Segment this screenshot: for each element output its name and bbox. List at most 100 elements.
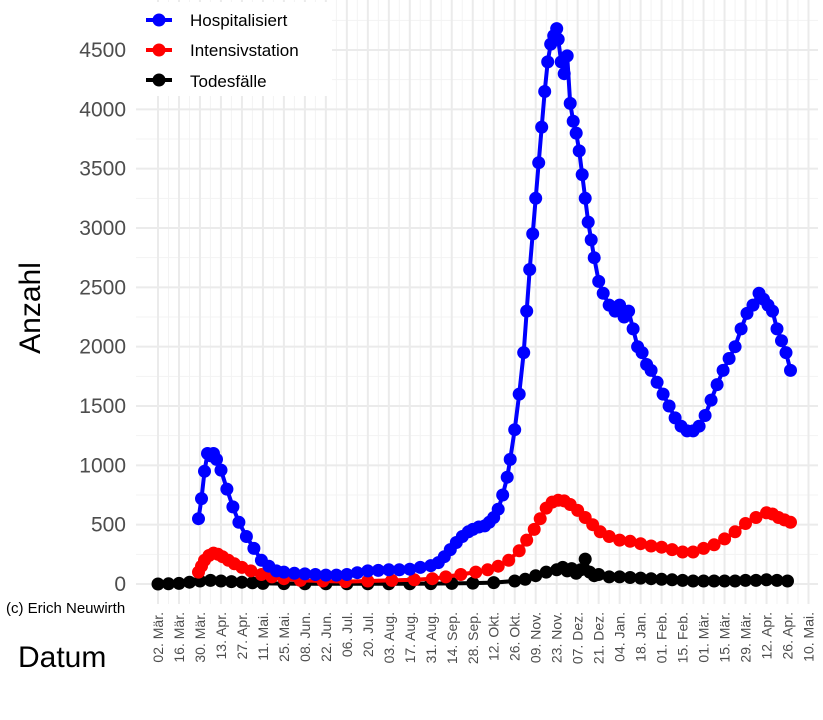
x-tick-label: 15. Mär. <box>717 612 733 663</box>
data-point-todesf-lle <box>214 574 228 588</box>
data-point-todesf-lle <box>686 574 700 588</box>
data-point-hospitalisiert <box>784 363 797 377</box>
data-point-hospitalisiert <box>520 304 534 318</box>
data-point-hospitalisiert <box>192 512 205 526</box>
data-point-hospitalisiert <box>770 322 784 336</box>
data-point-hospitalisiert <box>329 568 343 582</box>
data-point-todesf-lle <box>592 568 606 581</box>
data-point-hospitalisiert <box>656 387 670 401</box>
data-point-todesf-lle <box>644 572 658 586</box>
data-point-todesf-lle <box>151 577 165 591</box>
legend: Hospitalisiert Intensivstation Todesfäll… <box>136 2 332 96</box>
data-point-todesf-lle <box>739 573 752 587</box>
data-point-todesf-lle <box>183 575 196 589</box>
y-tick-label: 1000 <box>79 454 126 477</box>
x-tick-label: 08. Jun. <box>297 612 313 662</box>
data-point-intensivstation <box>454 568 468 581</box>
legend-label-hospitalisiert: Hospitalisiert <box>190 11 288 30</box>
data-point-todesf-lle <box>770 573 784 587</box>
data-point-hospitalisiert <box>541 55 555 69</box>
y-tick-label: 4500 <box>79 39 126 62</box>
x-tick-label: 28. Sep. <box>465 612 481 664</box>
data-point-hospitalisiert <box>195 492 208 506</box>
x-tick-label: 23. Nov. <box>549 612 565 663</box>
data-point-hospitalisiert <box>587 251 601 265</box>
legend-label-todesfaelle: Todesfälle <box>190 72 267 91</box>
data-point-hospitalisiert <box>382 563 396 577</box>
y-tick-label: 3000 <box>79 217 126 240</box>
data-point-hospitalisiert <box>704 393 718 407</box>
legend-key-dot <box>152 73 166 87</box>
data-point-intensivstation <box>425 572 439 586</box>
x-tick-label: 26. Okt. <box>507 612 523 661</box>
data-point-intensivstation <box>718 532 732 546</box>
data-point-hospitalisiert <box>746 298 760 312</box>
data-point-intensivstation <box>739 517 752 530</box>
data-point-intensivstation <box>728 525 742 539</box>
data-point-todesf-lle <box>718 574 732 588</box>
x-tick-label: 30. Mär. <box>192 612 208 663</box>
data-point-hospitalisiert <box>239 530 253 543</box>
data-point-hospitalisiert <box>622 304 636 318</box>
data-point-hospitalisiert <box>596 286 610 300</box>
data-point-todesf-lle <box>466 576 480 590</box>
data-point-intensivstation <box>655 540 669 554</box>
data-point-hospitalisiert <box>535 120 549 134</box>
data-point-todesf-lle <box>224 575 238 589</box>
data-point-hospitalisiert <box>581 215 595 229</box>
x-tick-label: 25. Mai. <box>276 612 292 662</box>
y-tick-label: 2000 <box>79 336 126 359</box>
x-tick-label: 03. Aug. <box>381 612 397 663</box>
legend-item-todesfaelle: Todesfälle <box>146 72 267 91</box>
data-point-todesf-lle <box>602 570 616 584</box>
data-point-hospitalisiert <box>340 568 354 581</box>
legend-key-dot <box>152 13 166 27</box>
data-point-hospitalisiert <box>766 304 779 318</box>
x-tick-label: 22. Jun. <box>318 612 334 662</box>
data-point-hospitalisiert <box>308 568 322 581</box>
data-point-intensivstation <box>602 530 616 543</box>
data-point-intensivstation <box>520 533 534 547</box>
data-point-hospitalisiert <box>710 378 724 392</box>
data-point-hospitalisiert <box>371 563 385 577</box>
data-point-todesf-lle <box>760 573 773 587</box>
data-point-hospitalisiert <box>403 562 417 576</box>
x-tick-label: 27. Apr. <box>234 612 250 659</box>
x-tick-label: 09. Nov. <box>528 612 544 663</box>
legend-item-hospitalisiert: Hospitalisiert <box>146 11 288 30</box>
data-point-hospitalisiert <box>662 399 676 413</box>
x-tick-label: 29. Mär. <box>738 612 754 663</box>
y-tick-label: 4000 <box>79 98 126 121</box>
x-tick-label: 16. Mär. <box>171 612 187 663</box>
data-point-hospitalisiert <box>491 502 505 516</box>
y-tick-label: 0 <box>114 573 126 596</box>
series-layer <box>151 22 797 591</box>
data-point-todesf-lle <box>245 576 259 590</box>
data-point-hospitalisiert <box>500 470 514 484</box>
data-point-todesf-lle <box>697 574 711 588</box>
data-point-intensivstation <box>439 570 453 584</box>
data-point-hospitalisiert <box>728 340 742 354</box>
data-point-hospitalisiert <box>692 419 706 433</box>
data-point-hospitalisiert <box>277 565 291 579</box>
data-point-hospitalisiert <box>232 515 246 529</box>
x-tick-labels: 02. Mär. 16. Mär. 30. Mär. 13. Apr. 27. Apr.… <box>150 612 817 664</box>
data-point-todesf-lle <box>655 572 669 586</box>
data-point-hospitalisiert <box>198 464 211 478</box>
y-tick-label: 1500 <box>79 395 126 418</box>
data-point-todesf-lle <box>487 576 501 590</box>
y-tick-label: 500 <box>91 514 126 537</box>
data-point-hospitalisiert <box>220 482 234 496</box>
data-point-hospitalisiert <box>247 541 261 555</box>
data-point-intensivstation <box>254 568 268 581</box>
data-point-todesf-lle <box>728 574 742 588</box>
data-point-todesf-lle <box>539 565 553 579</box>
caption: (c) Erich Neuwirth <box>6 600 125 617</box>
data-point-intensivstation <box>244 564 258 578</box>
data-point-hospitalisiert <box>287 566 301 580</box>
data-point-intensivstation <box>512 544 526 558</box>
legend-item-intensivstation: Intensivstation <box>146 41 299 60</box>
data-point-hospitalisiert <box>503 452 517 466</box>
x-tick-label: 02. Mär. <box>150 612 166 663</box>
data-point-hospitalisiert <box>529 191 543 205</box>
